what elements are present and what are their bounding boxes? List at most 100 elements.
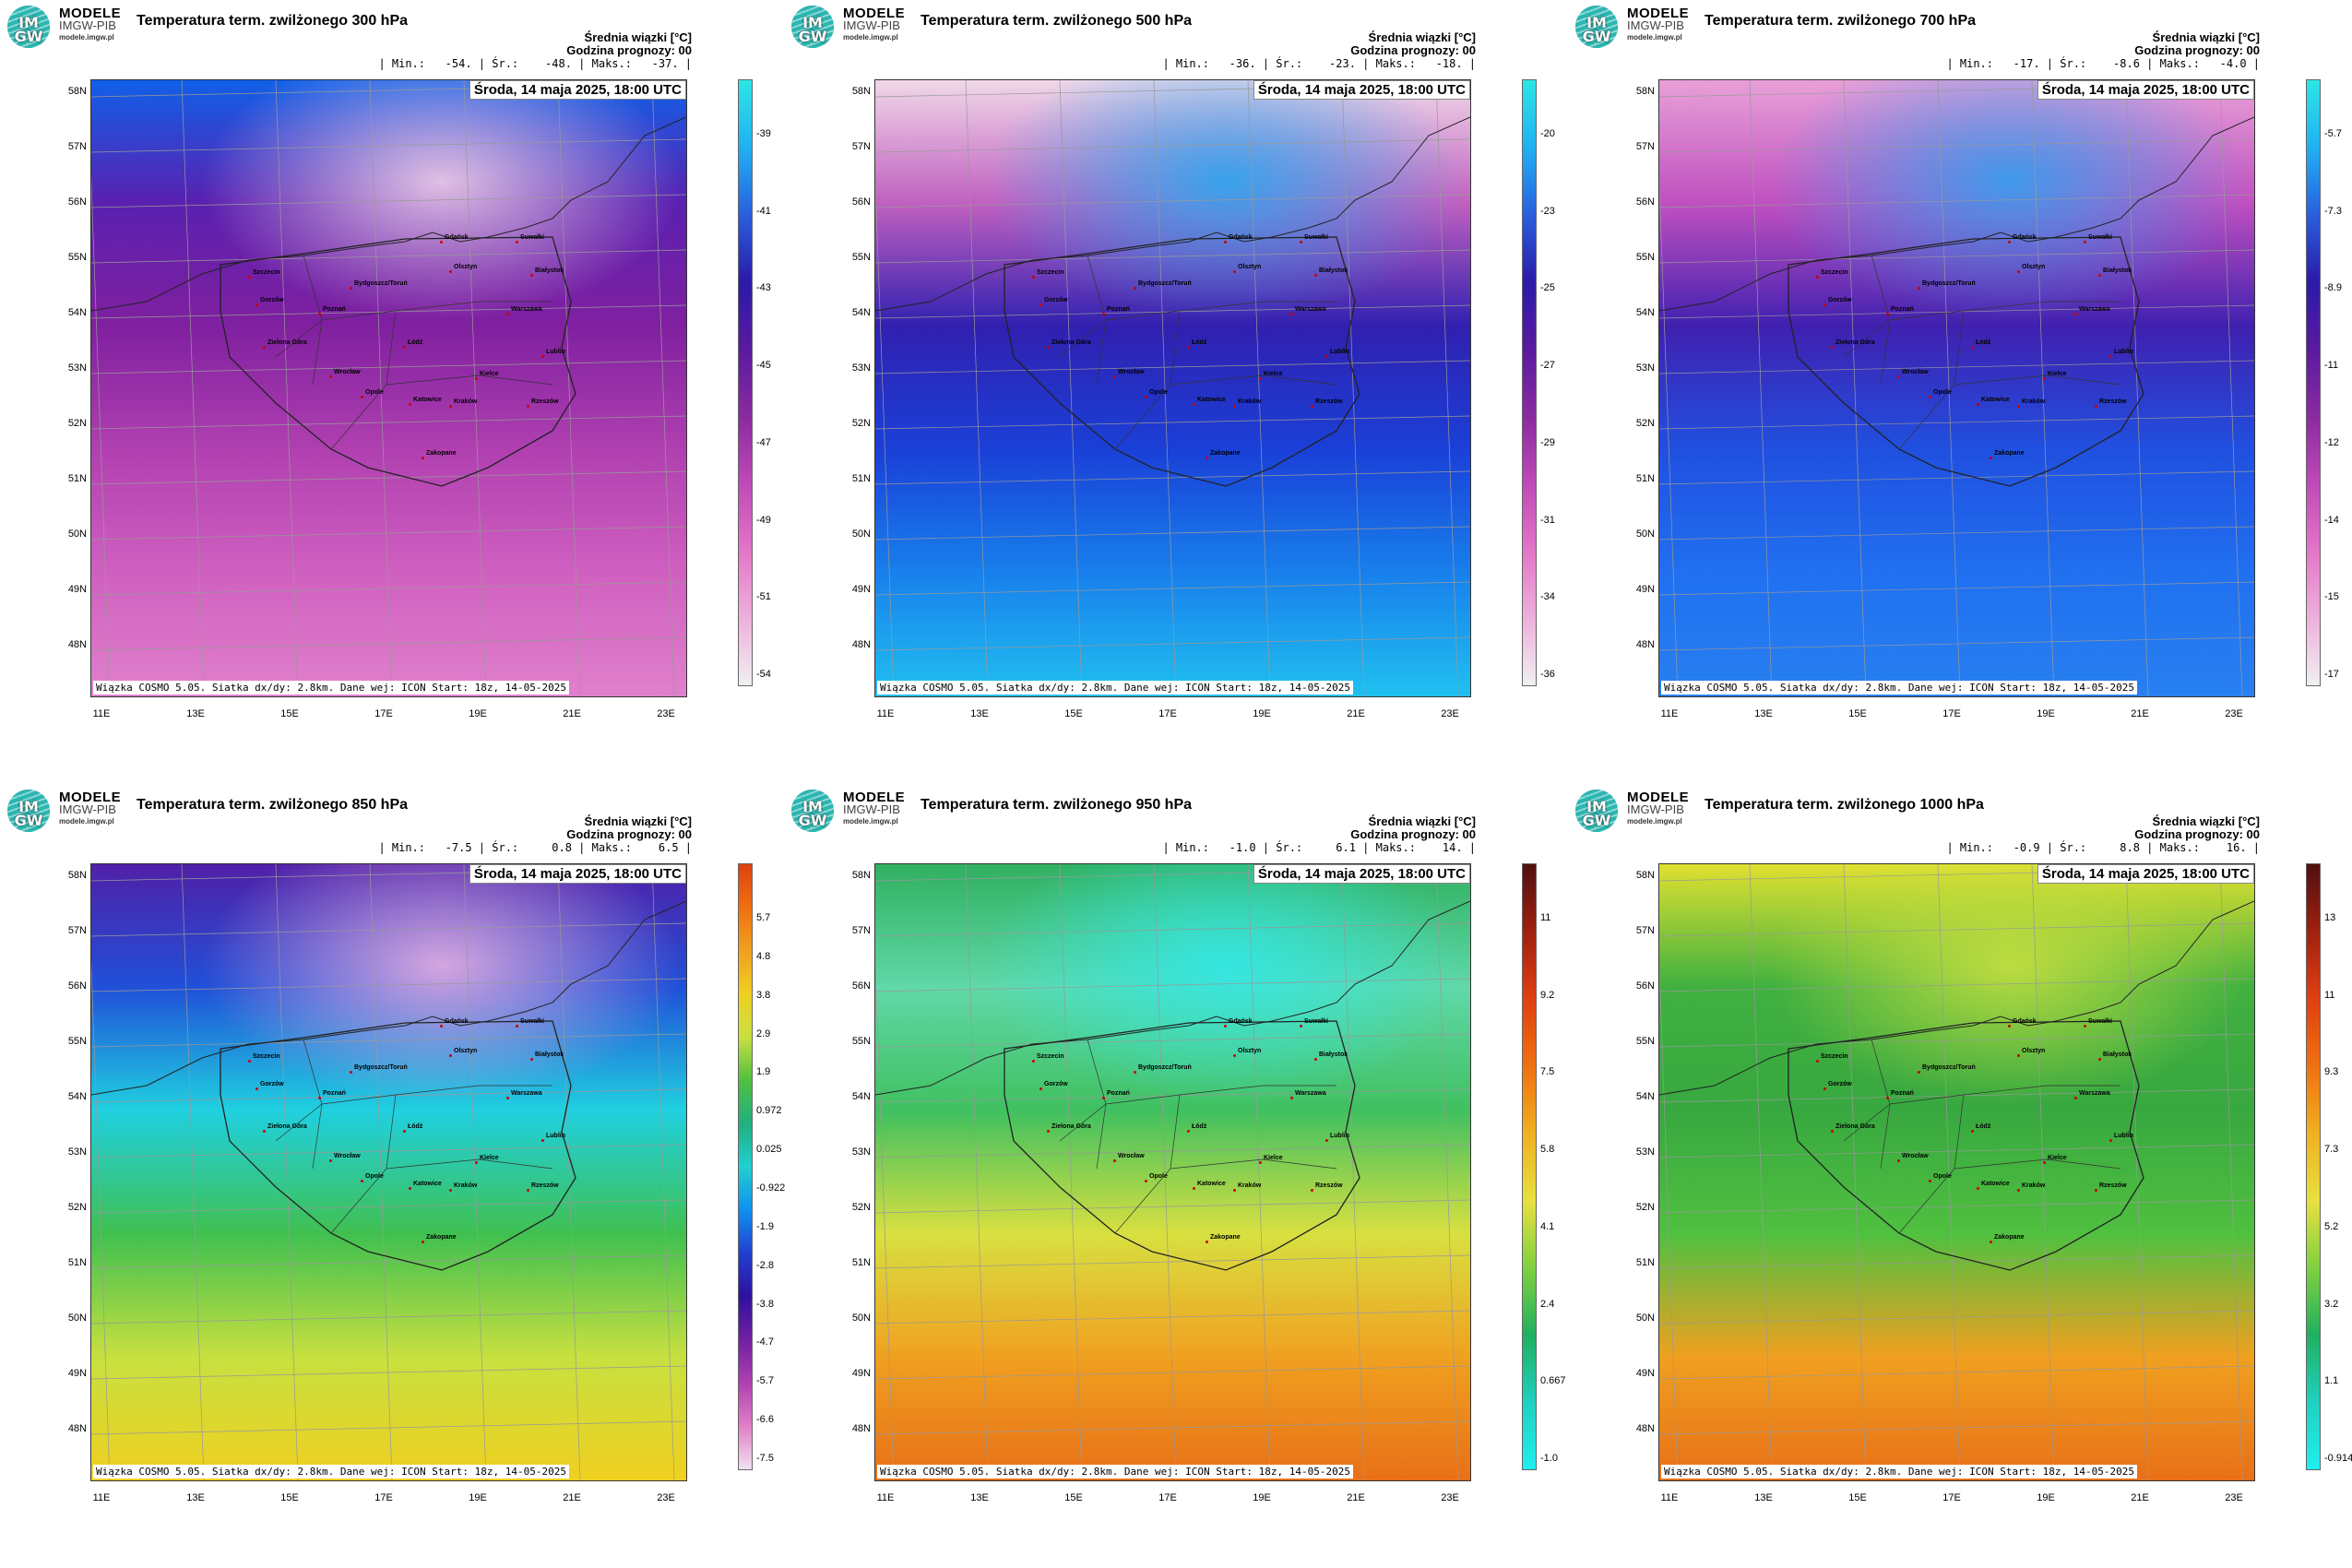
latitude-label: 55N <box>851 1036 871 1047</box>
city-marker-icon <box>1886 313 1889 315</box>
latitude-label: 49N <box>1635 584 1655 595</box>
map-panel: IM GW MODELE IMGW-PIB modele.imgw.pl Tempera… <box>0 784 786 1568</box>
latitude-label: 48N <box>851 639 871 650</box>
panel-title: Temperatura term. zwilżonego 300 hPa <box>137 13 409 29</box>
colorbar-tick: 3.2 <box>2324 1298 2339 1310</box>
city-marker-icon <box>1290 313 1293 315</box>
city-marker-icon <box>1032 1060 1035 1063</box>
latitude-label: 57N <box>67 925 87 936</box>
longitude-gridline <box>1659 173 1679 696</box>
city-label: Bydgoszcz/Toruń <box>1922 280 1976 287</box>
latitude-gridline <box>91 194 686 208</box>
colorbar-tick: 11 <box>2324 989 2335 1001</box>
city-marker-icon <box>1134 1071 1136 1074</box>
colorbar-tick: -7.5 <box>756 1453 774 1464</box>
latitude-gridline <box>91 1365 686 1380</box>
latitude-label: 56N <box>67 196 87 208</box>
longitude-gridline <box>463 80 487 696</box>
colorbar <box>1522 79 1537 686</box>
city-marker-icon <box>361 1180 363 1182</box>
model-info: Wiązka COSMO 5.05. Siatka dx/dy: 2.8km. … <box>93 681 569 695</box>
colorbar-tick: -0.922 <box>756 1182 786 1194</box>
latitude-label: 53N <box>851 1146 871 1158</box>
longitude-gridline <box>1749 80 1773 696</box>
city-marker-icon <box>2084 1025 2086 1028</box>
city-marker-icon <box>1977 1187 1979 1190</box>
city-marker-icon <box>248 1060 251 1063</box>
longitude-label: 21E <box>2131 1492 2149 1503</box>
longitude-label: 17E <box>374 708 393 719</box>
city-label: Łódź <box>1192 1123 1207 1130</box>
logo-mark: IM GW <box>798 798 827 829</box>
longitude-gridline <box>557 864 581 1480</box>
logo-line-1: MODELE <box>59 790 122 805</box>
city-label: Warszawa <box>511 306 542 313</box>
admin-borders <box>275 255 553 450</box>
colorbar-tick: -6.6 <box>756 1414 774 1426</box>
city-marker-icon <box>1831 346 1834 349</box>
city-marker-icon <box>1971 346 1974 349</box>
colorbar-tick: -5.7 <box>2324 128 2342 139</box>
admin-borders <box>1843 255 2121 450</box>
longitude-gridline <box>2031 80 2055 696</box>
longitude-label: 23E <box>657 708 675 719</box>
city-label: Olsztyn <box>1238 264 1262 270</box>
city-marker-icon <box>516 241 518 244</box>
latitude-gridline <box>91 1199 686 1214</box>
city-label: Białystok <box>2103 1051 2132 1058</box>
latitude-gridline <box>1659 1254 2254 1269</box>
longitude-label: 23E <box>2225 1492 2243 1503</box>
colorbar-tick: 5.7 <box>756 912 771 923</box>
city-label: Łódź <box>408 1123 423 1130</box>
latitude-label: 48N <box>67 639 87 650</box>
city-marker-icon <box>1039 303 1042 306</box>
city-label: Gorzów <box>260 1081 284 1087</box>
average-label: Średnia wiązki [°C] <box>1368 814 1476 828</box>
average-label: Średnia wiązki [°C] <box>2152 814 2260 828</box>
colorbar-tick: -34 <box>1540 591 1555 603</box>
longitude-label: 19E <box>2037 1492 2055 1503</box>
map-panel: IM GW MODELE IMGW-PIB modele.imgw.pl Tempera… <box>784 784 1568 1568</box>
city-marker-icon <box>449 1189 452 1192</box>
logo-text: MODELE IMGW-PIB modele.imgw.pl <box>843 790 905 827</box>
logo-emblem-icon: IM GW <box>7 6 50 48</box>
colorbar-tick: -25 <box>1540 282 1555 294</box>
colorbar-tick: -0.914 <box>2324 1453 2352 1464</box>
country-border <box>1788 236 2144 487</box>
colorbar-tick: 0.667 <box>1540 1375 1566 1387</box>
longitude-gridline <box>2219 864 2243 1480</box>
map-area: Gdańsk Olsztyn Suwałki Białystok Szczecin Byd… <box>1658 863 2255 1481</box>
latitude-label: 49N <box>851 584 871 595</box>
latitude-gridline <box>1659 415 2254 430</box>
latitude-label: 56N <box>67 980 87 992</box>
logo-text: MODELE IMGW-PIB modele.imgw.pl <box>59 790 122 827</box>
latitude-label: 57N <box>1635 141 1655 152</box>
logo-line-1: MODELE <box>843 6 906 21</box>
colorbar-tick: 5.2 <box>2324 1220 2339 1232</box>
city-label: Kielce <box>2048 371 2067 377</box>
city-label: Warszawa <box>2079 1090 2110 1097</box>
latitude-gridline <box>875 636 1470 651</box>
city-label: Olsztyn <box>454 264 478 270</box>
latitude-gridline <box>1659 922 2254 937</box>
city-marker-icon <box>527 1189 529 1192</box>
latitude-gridline <box>1659 249 2254 264</box>
latitude-label: 57N <box>1635 925 1655 936</box>
latitude-label: 58N <box>67 870 87 881</box>
longitude-label: 23E <box>1441 708 1459 719</box>
city-marker-icon <box>2084 241 2086 244</box>
logo-line-3: modele.imgw.pl <box>1627 33 1682 42</box>
city-label: Szczecin <box>1821 269 1848 276</box>
latitude-gridline <box>91 470 686 485</box>
latitude-gridline <box>1659 194 2254 208</box>
city-label: Kraków <box>2022 398 2046 405</box>
logo-emblem-icon: IM GW <box>1575 6 1618 48</box>
city-label: Katowice <box>1981 1181 2010 1187</box>
city-marker-icon <box>1325 1139 1328 1142</box>
coastline <box>875 116 1470 312</box>
colorbar-tick: -7.3 <box>2324 205 2342 217</box>
latitude-label: 50N <box>1635 529 1655 540</box>
colorbar-tick: -20 <box>1540 128 1555 139</box>
longitude-gridline <box>1153 80 1177 696</box>
colorbar-tick: -17 <box>2324 669 2339 680</box>
